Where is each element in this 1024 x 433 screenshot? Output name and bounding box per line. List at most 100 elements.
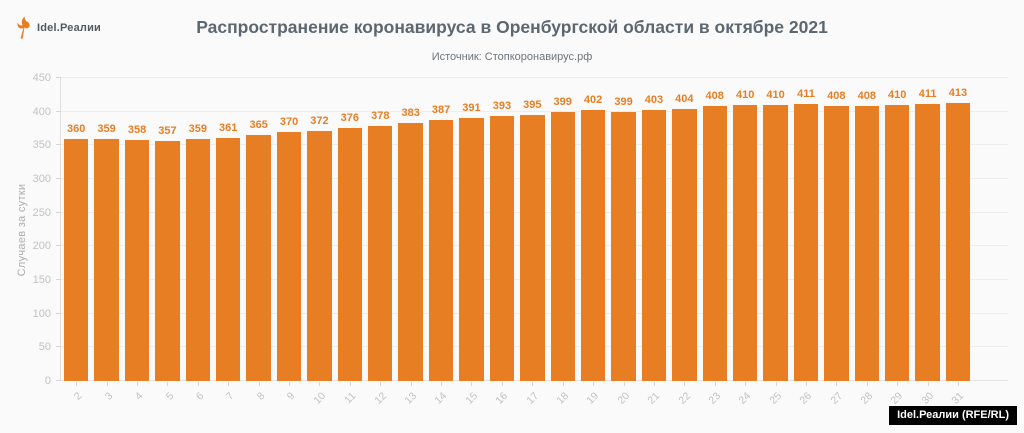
x-tick-mark bbox=[410, 382, 412, 386]
y-tick-mark bbox=[56, 380, 61, 381]
x-tick-label: 19 bbox=[584, 390, 602, 407]
x-tick-mark bbox=[957, 382, 959, 386]
x-tick-label: 10 bbox=[311, 390, 328, 407]
x-tick-mark bbox=[289, 382, 291, 386]
bar bbox=[246, 135, 271, 381]
x-tick-mark bbox=[532, 382, 534, 386]
bar bbox=[945, 102, 971, 381]
bar-slot-day-4: 358 4 bbox=[124, 78, 150, 403]
x-tick-label: 27 bbox=[828, 390, 845, 407]
torch-flame-icon bbox=[17, 16, 30, 39]
x-tick-mark bbox=[137, 382, 139, 386]
bar bbox=[793, 104, 819, 381]
y-axis-title: Случаев за сутки bbox=[16, 183, 28, 277]
x-tick-mark bbox=[653, 382, 655, 386]
bar bbox=[854, 106, 879, 381]
y-tick-label: 50 bbox=[38, 341, 51, 354]
bar bbox=[580, 110, 606, 381]
bar-slot-day-2: 360 2 bbox=[64, 78, 89, 403]
x-tick-label: 15 bbox=[463, 390, 480, 407]
y-tick-label: 200 bbox=[32, 240, 51, 253]
bar-slot-day-24: 410 24 bbox=[732, 78, 758, 407]
bar-slot-day-7: 361 7 bbox=[216, 78, 241, 403]
x-tick-label: 13 bbox=[402, 390, 420, 407]
y-tick-label: 0 bbox=[44, 375, 51, 387]
y-tick-label: 250 bbox=[32, 206, 51, 219]
x-tick-label: 25 bbox=[767, 390, 785, 407]
x-tick-label: 14 bbox=[432, 390, 450, 407]
x-tick-label: 22 bbox=[676, 390, 693, 407]
bar-slot-day-31: 413 31 bbox=[945, 78, 971, 407]
x-tick-mark bbox=[106, 382, 108, 386]
x-tick-label: 26 bbox=[797, 390, 815, 407]
bar-slot-day-26: 411 26 bbox=[793, 78, 819, 407]
bar-value-label: 391 bbox=[462, 101, 481, 114]
bar-value-label: 387 bbox=[431, 104, 451, 117]
y-tick-label: 450 bbox=[32, 72, 51, 84]
bar-slot-day-15: 391 15 bbox=[459, 78, 484, 407]
x-tick-label: 23 bbox=[706, 390, 724, 407]
gridline: 400 bbox=[33, 106, 1008, 118]
bar-slot-day-30: 411 30 bbox=[915, 78, 940, 407]
bar-slot-day-9: 370 9 bbox=[276, 78, 302, 403]
x-tick-label: 2 bbox=[72, 390, 85, 403]
bar bbox=[732, 104, 758, 381]
bar-value-label: 413 bbox=[948, 86, 968, 99]
y-tick-label: 150 bbox=[32, 274, 51, 286]
bar-slot-day-14: 387 14 bbox=[428, 78, 454, 407]
bar bbox=[94, 139, 119, 381]
bar-value-label: 403 bbox=[644, 93, 664, 106]
bar-value-label: 399 bbox=[614, 96, 633, 109]
chart-title: Распространение коронавируса в Оренбургс… bbox=[196, 17, 828, 37]
x-tick-label: 16 bbox=[493, 390, 511, 407]
bar-value-label: 361 bbox=[219, 121, 238, 134]
bar-slot-day-22: 404 22 bbox=[672, 78, 697, 407]
x-tick-label: 7 bbox=[224, 390, 237, 403]
bar bbox=[702, 106, 727, 381]
x-tick-label: 24 bbox=[736, 390, 754, 407]
bar-slot-day-18: 399 18 bbox=[550, 78, 575, 407]
y-tick-label: 350 bbox=[32, 139, 51, 152]
x-tick-mark bbox=[745, 382, 747, 386]
bar bbox=[641, 109, 667, 381]
y-tick-mark bbox=[56, 77, 61, 78]
x-tick-mark bbox=[866, 382, 868, 386]
x-tick-label: 5 bbox=[163, 390, 176, 403]
bar-value-label: 408 bbox=[705, 90, 724, 103]
x-tick-mark bbox=[228, 382, 230, 386]
x-tick-label: 11 bbox=[342, 390, 359, 407]
chart-subtitle: Источник: Стопкоронавирус.рф bbox=[431, 51, 593, 63]
x-tick-mark bbox=[836, 382, 838, 386]
y-tick-mark bbox=[56, 110, 61, 112]
x-tick-mark bbox=[319, 382, 321, 386]
x-tick-mark bbox=[897, 382, 899, 386]
x-tick-mark bbox=[927, 382, 929, 386]
x-tick-mark bbox=[805, 382, 807, 386]
bar-value-label: 359 bbox=[97, 123, 116, 136]
bar bbox=[368, 126, 393, 381]
bar-slot-day-23: 408 23 bbox=[702, 78, 727, 407]
bar-value-label: 383 bbox=[401, 107, 420, 120]
bar-value-label: 402 bbox=[583, 94, 603, 107]
x-tick-mark bbox=[562, 382, 564, 386]
bar-slot-day-21: 403 21 bbox=[641, 78, 667, 407]
plot-area: 0 50 100 150 200 250 300 350 400 450 360 2 359 3 358 4… bbox=[33, 72, 1008, 407]
x-tick-mark bbox=[501, 382, 503, 386]
bar-slot-day-8: 365 8 bbox=[246, 78, 271, 403]
bar bbox=[489, 116, 515, 381]
x-tick-label: 18 bbox=[554, 390, 572, 407]
bar-slot-day-5: 357 5 bbox=[155, 78, 180, 403]
bar-value-label: 358 bbox=[127, 123, 147, 136]
bar-slot-day-6: 359 6 bbox=[185, 78, 211, 403]
bar bbox=[459, 117, 484, 381]
bar bbox=[398, 123, 423, 381]
x-tick-mark bbox=[167, 382, 169, 386]
bar bbox=[611, 112, 636, 381]
bar-value-label: 376 bbox=[340, 111, 360, 124]
x-tick-label: 30 bbox=[919, 390, 937, 407]
bar bbox=[672, 108, 697, 381]
bar bbox=[824, 106, 849, 381]
bar bbox=[915, 104, 940, 381]
bar-slot-day-19: 402 19 bbox=[580, 78, 606, 407]
